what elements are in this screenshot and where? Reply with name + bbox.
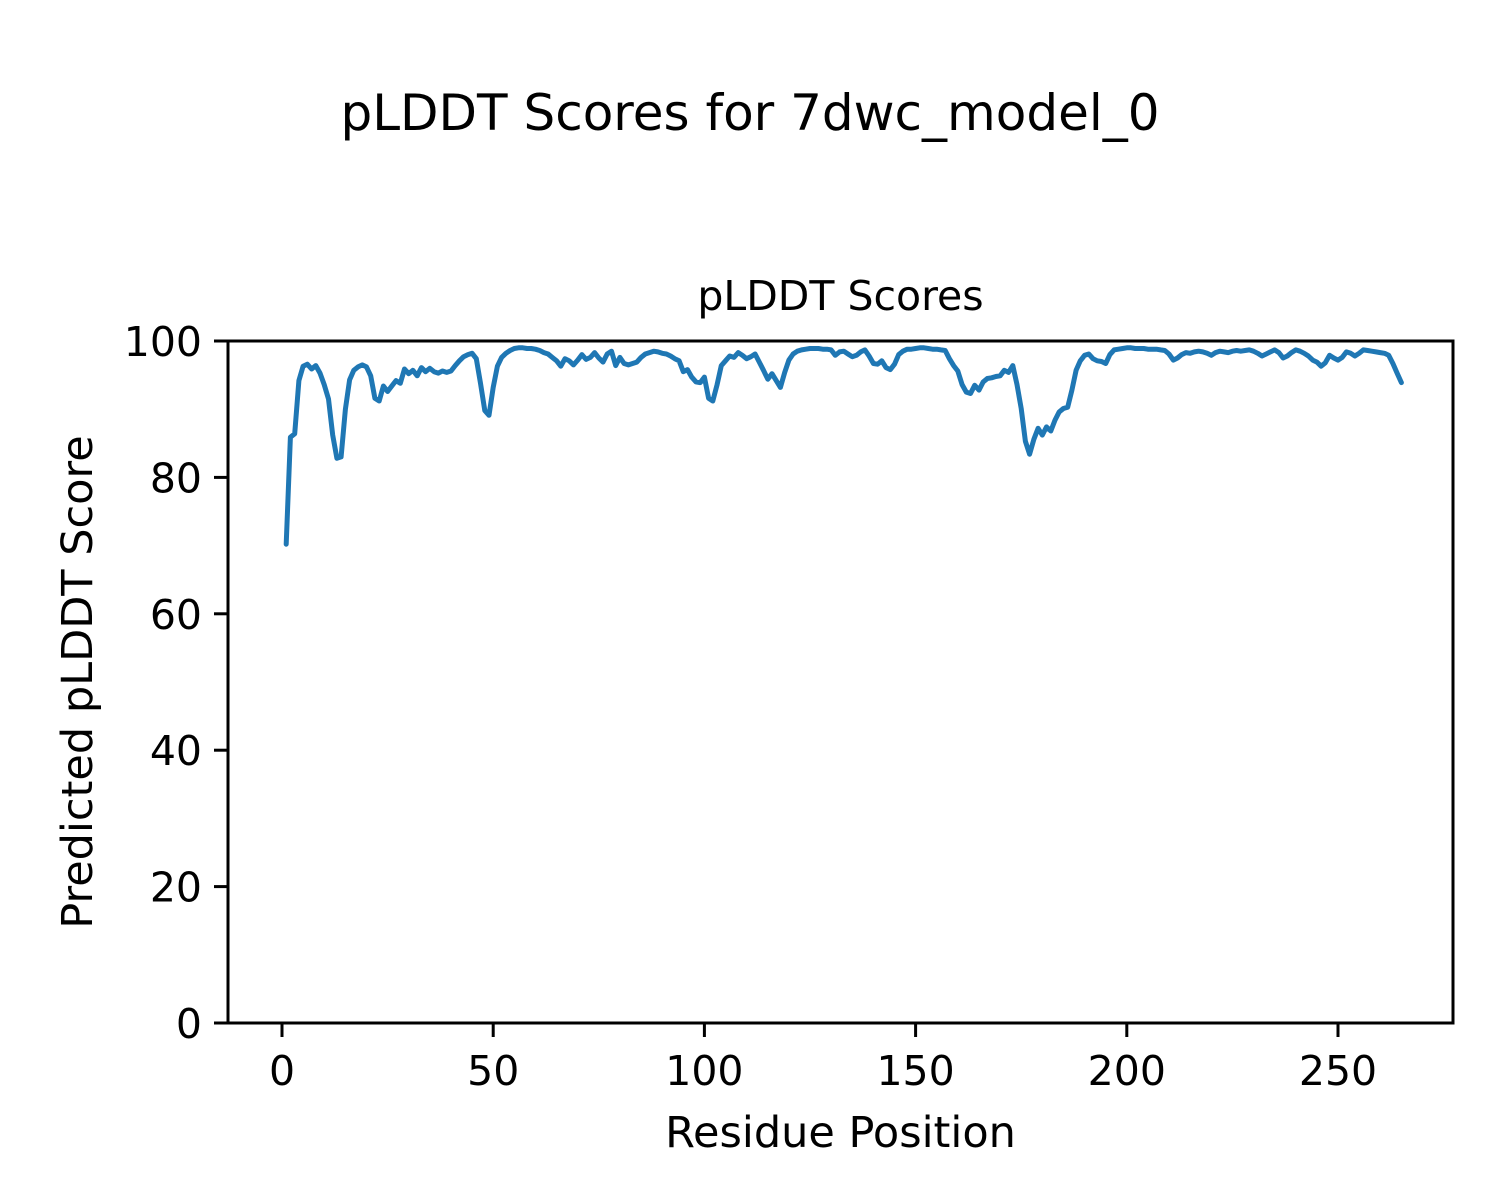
y-tick-label: 0 <box>176 1000 202 1048</box>
x-axis-label: Residue Position <box>665 1108 1016 1158</box>
y-axis-ticks: 0 20 40 60 80 100 <box>124 318 228 1048</box>
x-tick-label: 200 <box>1088 1047 1166 1095</box>
y-tick-label: 60 <box>150 591 202 639</box>
plddt-series-line <box>283 345 1404 547</box>
x-tick-label: 50 <box>467 1047 519 1095</box>
axes-frame <box>226 339 1455 1025</box>
x-tick-label: 100 <box>665 1047 743 1095</box>
y-tick-label: 100 <box>124 318 202 366</box>
figure-title: pLDDT Scores for 7dwc_model_0 <box>340 84 1160 142</box>
x-axis-ticks: 0 50 100 150 200 250 <box>269 1023 1377 1095</box>
x-tick-label: 150 <box>876 1047 954 1095</box>
y-tick-label: 40 <box>150 727 202 775</box>
x-tick-label: 250 <box>1299 1047 1377 1095</box>
axes-title: pLDDT Scores <box>697 272 984 320</box>
y-tick-label: 80 <box>150 454 202 502</box>
y-tick-label: 20 <box>150 864 202 912</box>
x-tick-label: 0 <box>269 1047 295 1095</box>
y-axis-label: Predicted pLDDT Score <box>53 435 103 929</box>
